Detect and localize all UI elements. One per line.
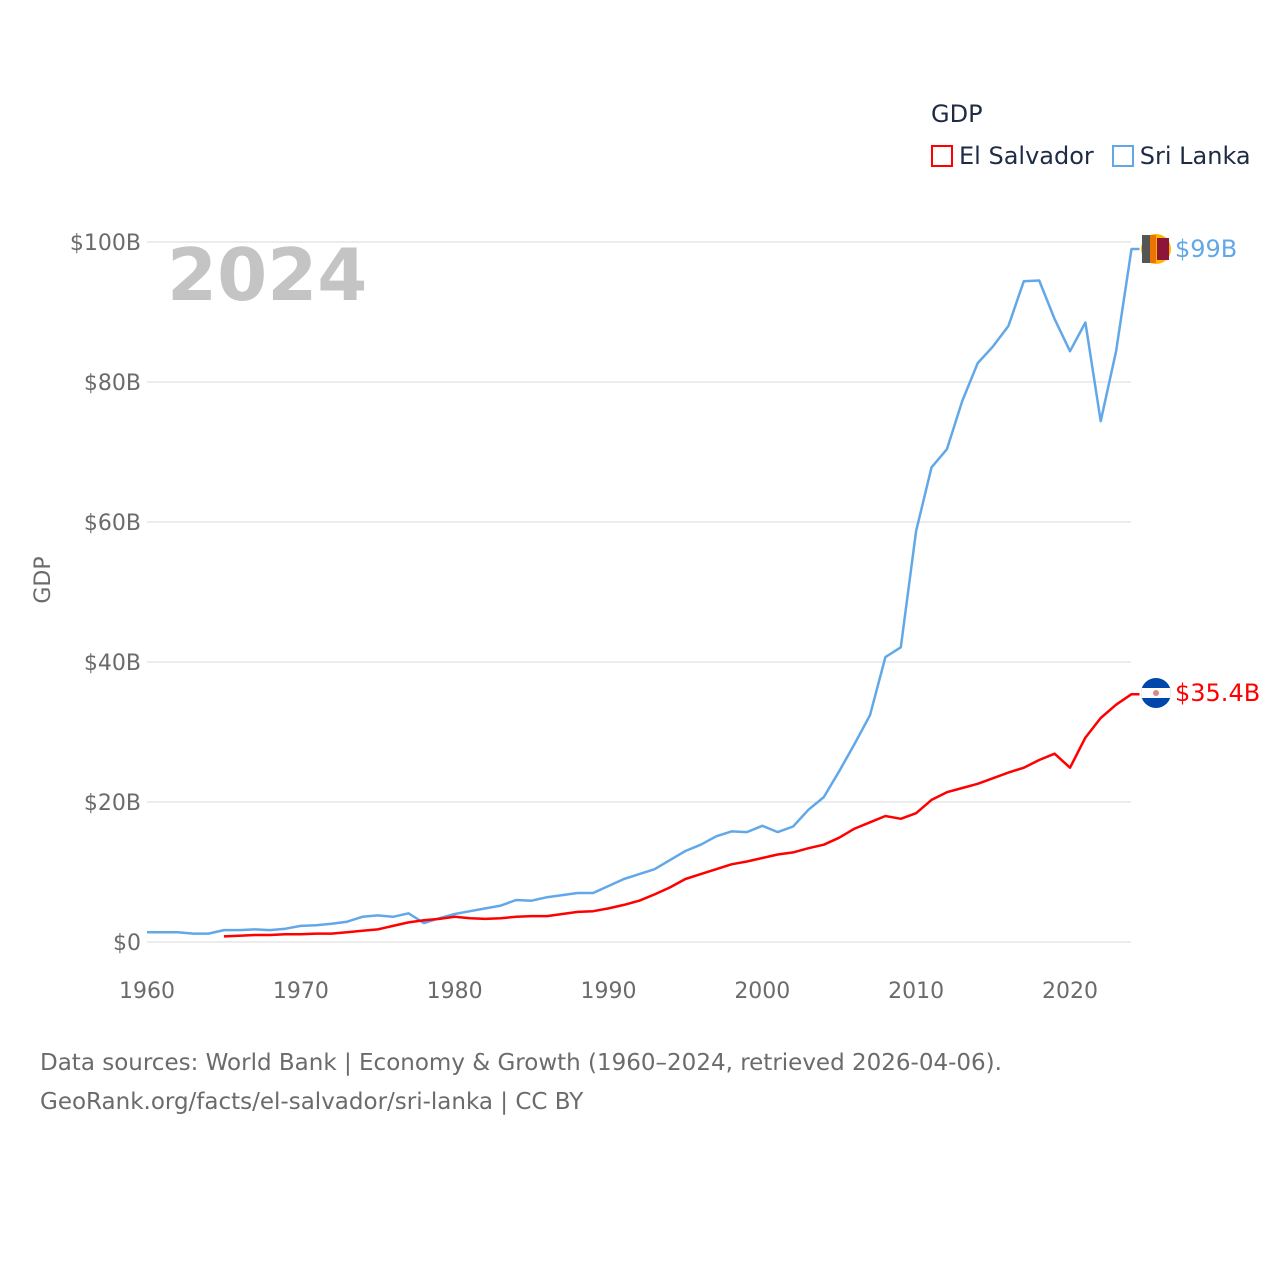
legend: El Salvador Sri Lanka	[931, 142, 1251, 170]
x-tick-label: 1970	[273, 979, 329, 1004]
year-watermark: 2024	[167, 233, 367, 317]
legend-item-sri-lanka[interactable]: Sri Lanka	[1111, 142, 1251, 170]
y-tick-label: $40B	[84, 651, 141, 676]
y-tick-label: $100B	[70, 231, 141, 256]
data-source-text: Data sources: World Bank | Economy & Gro…	[40, 1050, 1002, 1076]
legend-label: Sri Lanka	[1139, 142, 1251, 170]
series-line-el-salvador	[223, 692, 1140, 938]
sri-lanka-swatch	[1111, 145, 1134, 167]
x-tick-label: 2000	[734, 979, 790, 1004]
source-link-text: GeoRank.org/facts/el-salvador/sri-lanka …	[40, 1089, 584, 1115]
y-tick-label: $20B	[84, 791, 141, 816]
sri-lanka-flag-icon	[1141, 234, 1171, 264]
y-axis-label: GDP	[31, 556, 56, 603]
x-tick-label: 1980	[427, 979, 483, 1004]
el-salvador-swatch	[931, 145, 953, 167]
series-line-sri-lanka	[147, 247, 1140, 935]
legend-label: El Salvador	[959, 142, 1094, 170]
footer: Data sources: World Bank | Economy & Gro…	[40, 1044, 1002, 1122]
el-salvador-end-label: $35.4B	[1175, 679, 1260, 707]
legend-title: GDP	[931, 100, 983, 128]
x-tick-label: 1960	[119, 979, 175, 1004]
y-tick-label: $80B	[84, 371, 141, 396]
sri-lanka-end-label: $99B	[1175, 235, 1237, 263]
x-tick-label: 2020	[1042, 979, 1098, 1004]
y-tick-label: $0	[113, 931, 141, 956]
legend-item-el-salvador[interactable]: El Salvador	[931, 142, 1094, 170]
x-tick-label: 1990	[580, 979, 636, 1004]
x-tick-label: 2010	[888, 979, 944, 1004]
el-salvador-flag-icon	[1141, 678, 1171, 708]
y-tick-label: $60B	[84, 511, 141, 536]
